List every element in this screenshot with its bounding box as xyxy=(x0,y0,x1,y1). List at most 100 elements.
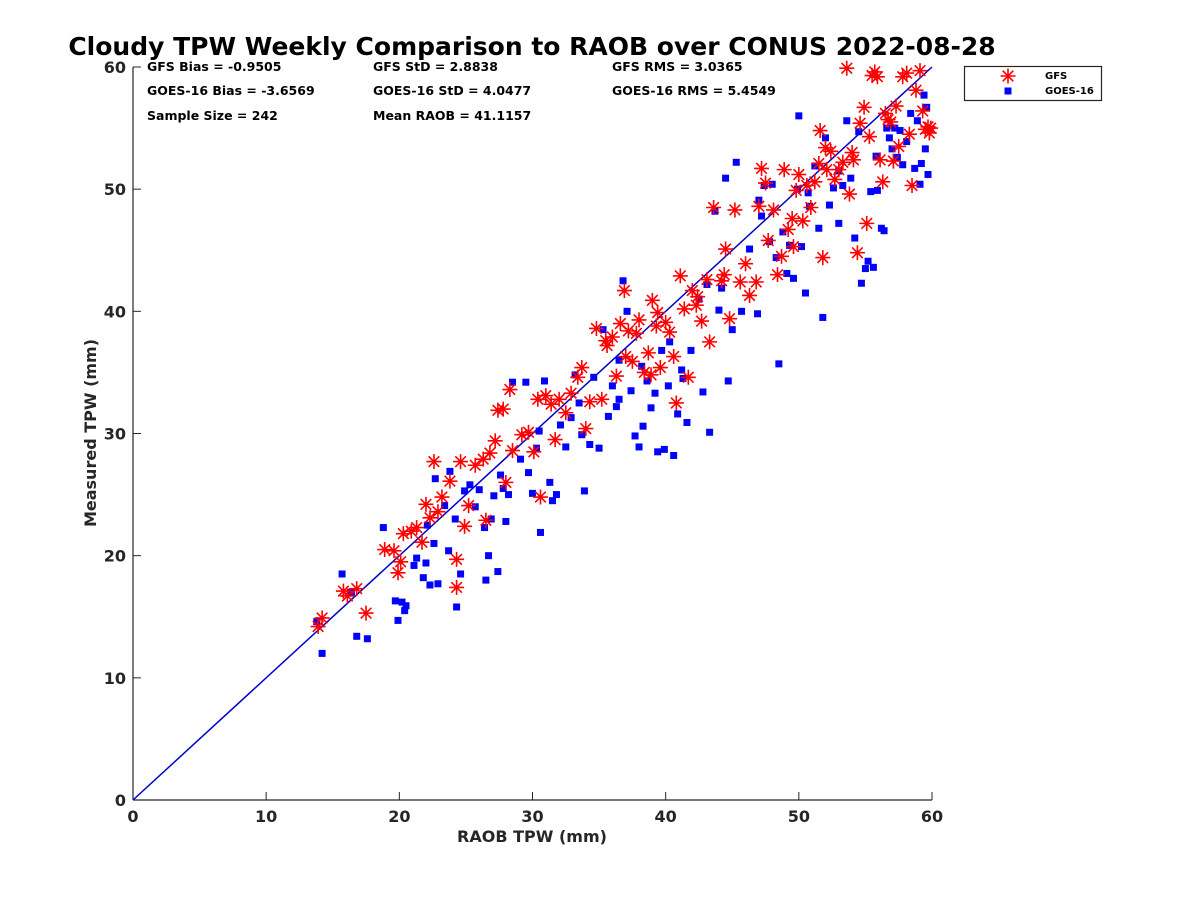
legend-gfs-label: GFS xyxy=(1045,71,1067,82)
gfs-point xyxy=(766,202,782,218)
legend-box xyxy=(963,65,1103,102)
gfs-point xyxy=(694,313,710,329)
goes16-point xyxy=(401,607,409,615)
goes16-point xyxy=(430,539,438,547)
goes16-point xyxy=(885,134,893,142)
gfs-point xyxy=(502,382,518,398)
x-tick-label: 20 xyxy=(388,807,410,826)
gfs-point xyxy=(791,167,807,183)
one-to-one-reference-line xyxy=(132,66,933,801)
gfs-point xyxy=(543,396,559,412)
gfs-point xyxy=(904,178,920,193)
gfs-point xyxy=(430,504,446,520)
gfs-point xyxy=(742,287,758,303)
gfs-point xyxy=(414,534,430,550)
legend-goes-square xyxy=(1004,87,1012,95)
goes16-point xyxy=(457,570,465,578)
gfs-point xyxy=(811,156,827,172)
gfs-point xyxy=(841,186,857,202)
gfs-point xyxy=(349,581,365,597)
goes16-point xyxy=(758,212,766,220)
gfs-point xyxy=(390,565,406,581)
goes16-point xyxy=(608,382,616,390)
gfs-point xyxy=(434,489,450,505)
gfs-point xyxy=(599,338,615,354)
goes16-point xyxy=(318,649,326,657)
goes16-point xyxy=(917,160,925,168)
y-tick-label: 10 xyxy=(104,669,126,688)
gfs-point xyxy=(608,368,624,384)
gfs-point xyxy=(457,518,473,534)
gfs-point xyxy=(570,369,586,385)
gfs-point xyxy=(912,63,928,79)
gfs-point xyxy=(618,349,634,365)
gfs-point xyxy=(738,256,754,272)
goes16-point xyxy=(687,346,695,354)
gfs-point xyxy=(467,457,483,473)
gfs-point xyxy=(594,391,610,407)
goes16-point xyxy=(615,356,623,364)
gfs-point xyxy=(885,153,901,169)
gfs-point xyxy=(449,579,465,595)
stat-goes-bias: GOES-16 Bias = -3.6569 xyxy=(147,83,315,98)
gfs-point xyxy=(644,292,660,308)
gfs-point xyxy=(672,268,688,284)
goes16-point xyxy=(754,310,762,318)
goes16-point xyxy=(505,491,513,499)
goes16-point xyxy=(916,180,924,188)
gfs-point xyxy=(831,162,847,178)
gfs-point xyxy=(648,318,664,334)
goes16-point xyxy=(517,455,525,463)
gfs-point xyxy=(339,588,355,604)
goes16-point xyxy=(654,448,662,456)
gfs-point xyxy=(574,360,590,376)
gfs-point xyxy=(395,526,411,542)
gfs-point xyxy=(920,119,936,135)
gfs-point xyxy=(888,98,904,114)
y-tick-label: 20 xyxy=(104,547,126,566)
goes16-point xyxy=(797,243,805,251)
goes16-point xyxy=(658,346,666,354)
goes16-point xyxy=(869,263,877,271)
goes16-point xyxy=(715,306,723,314)
legend: GFS GOES-16 xyxy=(963,65,1103,102)
goes16-point xyxy=(738,307,746,315)
goes16-point xyxy=(627,387,635,395)
goes16-point xyxy=(487,515,495,523)
goes16-point xyxy=(920,91,928,99)
goes16-point xyxy=(647,404,655,412)
gfs-point xyxy=(891,138,907,154)
gfs-point xyxy=(532,489,548,505)
goes16-point xyxy=(441,502,449,510)
gfs-point xyxy=(812,123,828,139)
goes16-point xyxy=(891,124,899,132)
gfs-point xyxy=(616,283,632,299)
gfs-point xyxy=(680,369,696,385)
gfs-point xyxy=(845,152,861,168)
goes16-point xyxy=(502,517,510,525)
goes16-point xyxy=(575,399,583,407)
goes16-point xyxy=(529,489,536,497)
gfs-point xyxy=(551,391,567,407)
goes16-point xyxy=(509,378,517,386)
y-tick-label: 30 xyxy=(104,425,126,444)
goes16-point xyxy=(466,481,474,489)
gfs-point xyxy=(849,245,865,261)
goes16-point xyxy=(899,161,907,169)
gfs-point xyxy=(631,312,647,328)
gfs-point xyxy=(714,273,730,289)
goes16-point xyxy=(857,279,865,287)
gfs-point xyxy=(662,324,678,340)
goes16-point xyxy=(461,487,469,495)
goes16-point xyxy=(556,421,564,429)
gfs-point xyxy=(652,360,668,376)
goes16-point xyxy=(883,124,891,132)
x-tick-label: 0 xyxy=(127,807,138,826)
goes16-point xyxy=(851,234,859,242)
goes16-point xyxy=(590,373,598,381)
goes16-point xyxy=(548,497,556,505)
gfs-point xyxy=(923,120,939,136)
gfs-point xyxy=(861,129,877,145)
stat-sample-size: Sample Size = 242 xyxy=(147,108,278,123)
gfs-point xyxy=(526,444,542,460)
